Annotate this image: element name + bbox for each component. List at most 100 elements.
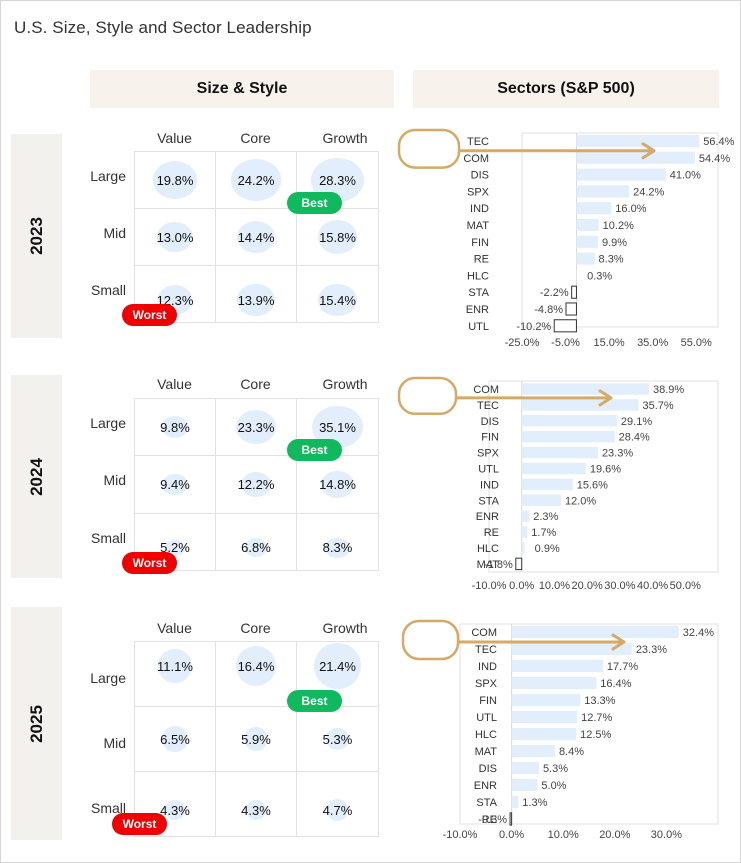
category-label-dis: DIS — [471, 170, 489, 182]
grid-value: 5.9% — [241, 731, 271, 747]
category-label-ind: IND — [470, 203, 489, 215]
grid-value: 4.3% — [241, 802, 271, 818]
category-label-tec: TEC — [475, 644, 497, 656]
value-bubble — [314, 642, 361, 690]
year-label-2024: 2024 — [11, 375, 62, 578]
category-label-re: RE — [484, 527, 499, 539]
worst-badge: Worst — [122, 551, 177, 574]
grid-cell-mid-core: 5.9% — [216, 707, 297, 772]
category-label-utl: UTL — [476, 712, 497, 724]
grid-value: 5.2% — [160, 540, 190, 556]
category-label-ind: IND — [478, 661, 497, 673]
highlight-oval — [401, 619, 460, 661]
plot-area — [459, 623, 719, 825]
year-text: 2023 — [26, 217, 46, 255]
grid-value: 6.8% — [241, 540, 271, 556]
category-label-spx: SPX — [467, 186, 490, 198]
grid-value: 5.3% — [322, 731, 353, 747]
value-bubble — [231, 159, 281, 201]
value-bubble — [326, 727, 349, 751]
category-label-re: RE — [482, 814, 497, 826]
grid-cell-large-core: 16.4% — [216, 642, 297, 707]
value-bubble — [321, 470, 354, 499]
bar-tec — [511, 642, 632, 656]
bar-re — [509, 812, 513, 826]
column-header-growth: Growth — [322, 130, 368, 146]
data-label-tec: 23.3% — [636, 644, 667, 656]
x-tick-label: 10.0% — [548, 829, 579, 841]
category-label-re: RE — [474, 254, 489, 266]
data-label-re: 1.7% — [531, 527, 556, 539]
data-label-spx: 16.4% — [600, 678, 631, 690]
x-tick-label: 55.0% — [681, 337, 712, 349]
value-bubble — [152, 161, 198, 199]
bar-utl — [511, 710, 578, 724]
plot-area — [488, 380, 719, 573]
data-label-fin: 13.3% — [584, 695, 615, 707]
data-label-tec: 56.4% — [703, 136, 734, 148]
data-label-com: 54.4% — [699, 153, 730, 165]
grid-cell-small-growth: 15.4% — [297, 266, 379, 323]
row-header-small: Small — [90, 282, 126, 299]
bar-enr — [511, 778, 538, 792]
value-bubble — [317, 220, 358, 254]
data-label-sta: 1.3% — [522, 797, 547, 809]
grid-value: 35.1% — [319, 419, 356, 435]
bar-ind — [521, 478, 573, 491]
row-header-mid: Mid — [103, 225, 126, 242]
arrow-icon — [641, 142, 656, 160]
bar-tec — [521, 399, 639, 411]
row-header-large: Large — [90, 415, 126, 432]
value-bubble — [237, 221, 275, 253]
grid-value: 14.8% — [319, 476, 356, 492]
grid-value: 19.8% — [156, 172, 194, 188]
year-text: 2025 — [26, 704, 46, 743]
data-label-utl: 12.7% — [581, 712, 612, 724]
category-label-com: COM — [463, 153, 489, 165]
sectors-header: Sectors (S&P 500) — [413, 70, 719, 108]
x-tick-label: -10.0% — [443, 829, 478, 841]
x-tick-label: -5.0% — [551, 337, 580, 349]
category-label-utl: UTL — [478, 464, 499, 476]
category-label-sta: STA — [478, 495, 499, 507]
data-label-mat: -1.8% — [484, 559, 513, 571]
value-bubble — [157, 221, 193, 253]
value-bubble — [237, 284, 275, 316]
bar-re — [521, 526, 528, 538]
bar-utl — [553, 319, 577, 333]
category-label-enr: ENR — [474, 780, 497, 792]
value-bubble — [325, 537, 350, 558]
column-header-core: Core — [240, 130, 271, 146]
arrow-icon — [598, 389, 613, 407]
data-label-utl: 19.6% — [590, 464, 621, 476]
data-label-ind: 15.6% — [577, 479, 608, 491]
year-label-2023: 2023 — [11, 134, 62, 338]
grid-value: 13.0% — [156, 229, 194, 245]
x-tick-label: 0.0% — [509, 580, 534, 592]
x-tick-label: 0.0% — [499, 829, 524, 841]
best-badge: Best — [287, 690, 342, 712]
bar-enr — [521, 510, 530, 522]
category-label-mat: MAT — [467, 220, 490, 232]
grid-value: 13.9% — [237, 292, 275, 308]
value-bubble — [165, 539, 185, 556]
bar-dis — [521, 415, 617, 427]
x-tick-label: 20.0% — [572, 580, 603, 592]
category-label-mat: MAT — [477, 559, 500, 571]
category-label-dis: DIS — [481, 416, 499, 428]
category-label-enr: ENR — [466, 304, 489, 316]
category-label-spx: SPX — [477, 448, 500, 460]
grid-cell-mid-core: 14.4% — [216, 209, 297, 266]
data-label-dis: 5.3% — [543, 763, 568, 775]
grid-value: 4.3% — [160, 802, 190, 818]
grid-value: 28.3% — [319, 172, 356, 188]
category-label-com: COM — [471, 627, 497, 639]
best-badge: Best — [287, 439, 342, 462]
grid-value: 14.4% — [237, 229, 275, 245]
grid-cell-small-growth: 4.7% — [297, 772, 379, 837]
grid-value: 15.8% — [319, 229, 356, 245]
grid-cell-mid-growth: 15.8% — [297, 209, 379, 266]
data-label-enr: 5.0% — [541, 780, 566, 792]
worst-badge: Worst — [112, 813, 167, 835]
grid-cell-large-value: 19.8% — [135, 152, 216, 209]
